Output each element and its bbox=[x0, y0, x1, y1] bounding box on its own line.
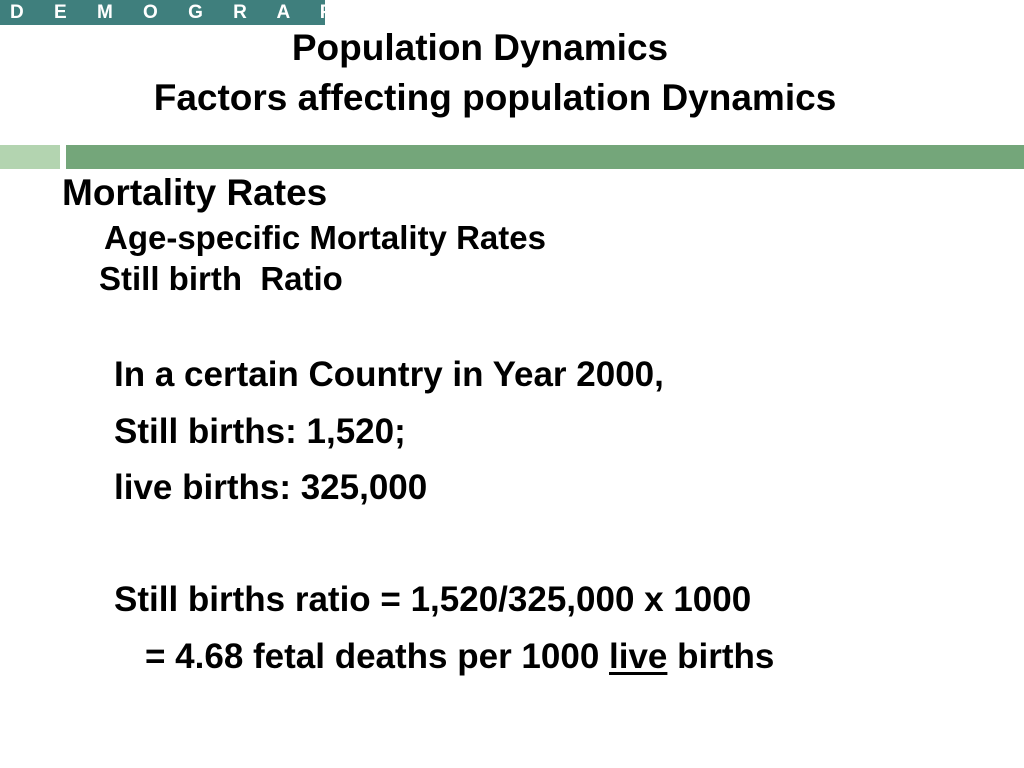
demography-tag: D E M O G R A P H Y bbox=[0, 0, 419, 25]
body-line-ratio-result: = 4.68 fetal deaths per 1000 live births bbox=[145, 636, 774, 678]
divider-bar-dark bbox=[66, 145, 1024, 169]
body-line-live-births: live births: 325,000 bbox=[114, 468, 428, 507]
title-line-2: Factors affecting population Dynamics bbox=[153, 77, 837, 118]
body-line-ratio-formula: Still births ratio = 1,520/325,000 x 100… bbox=[114, 580, 752, 619]
section-topic: Still birth Ratio bbox=[99, 260, 343, 297]
section-subheading: Age-specific Mortality Rates bbox=[104, 219, 546, 256]
section-heading: Mortality Rates bbox=[62, 172, 328, 213]
body-line-country-year: In a certain Country in Year 2000, bbox=[114, 355, 664, 394]
title-line-1: Population Dynamics bbox=[291, 27, 669, 68]
divider-bar-light bbox=[0, 145, 60, 169]
body-line-still-births: Still births: 1,520; bbox=[114, 412, 406, 451]
result-text-underlined: live bbox=[609, 637, 668, 676]
result-text-post: births bbox=[667, 637, 775, 676]
result-text-pre: = 4.68 fetal deaths per 1000 bbox=[145, 637, 610, 676]
